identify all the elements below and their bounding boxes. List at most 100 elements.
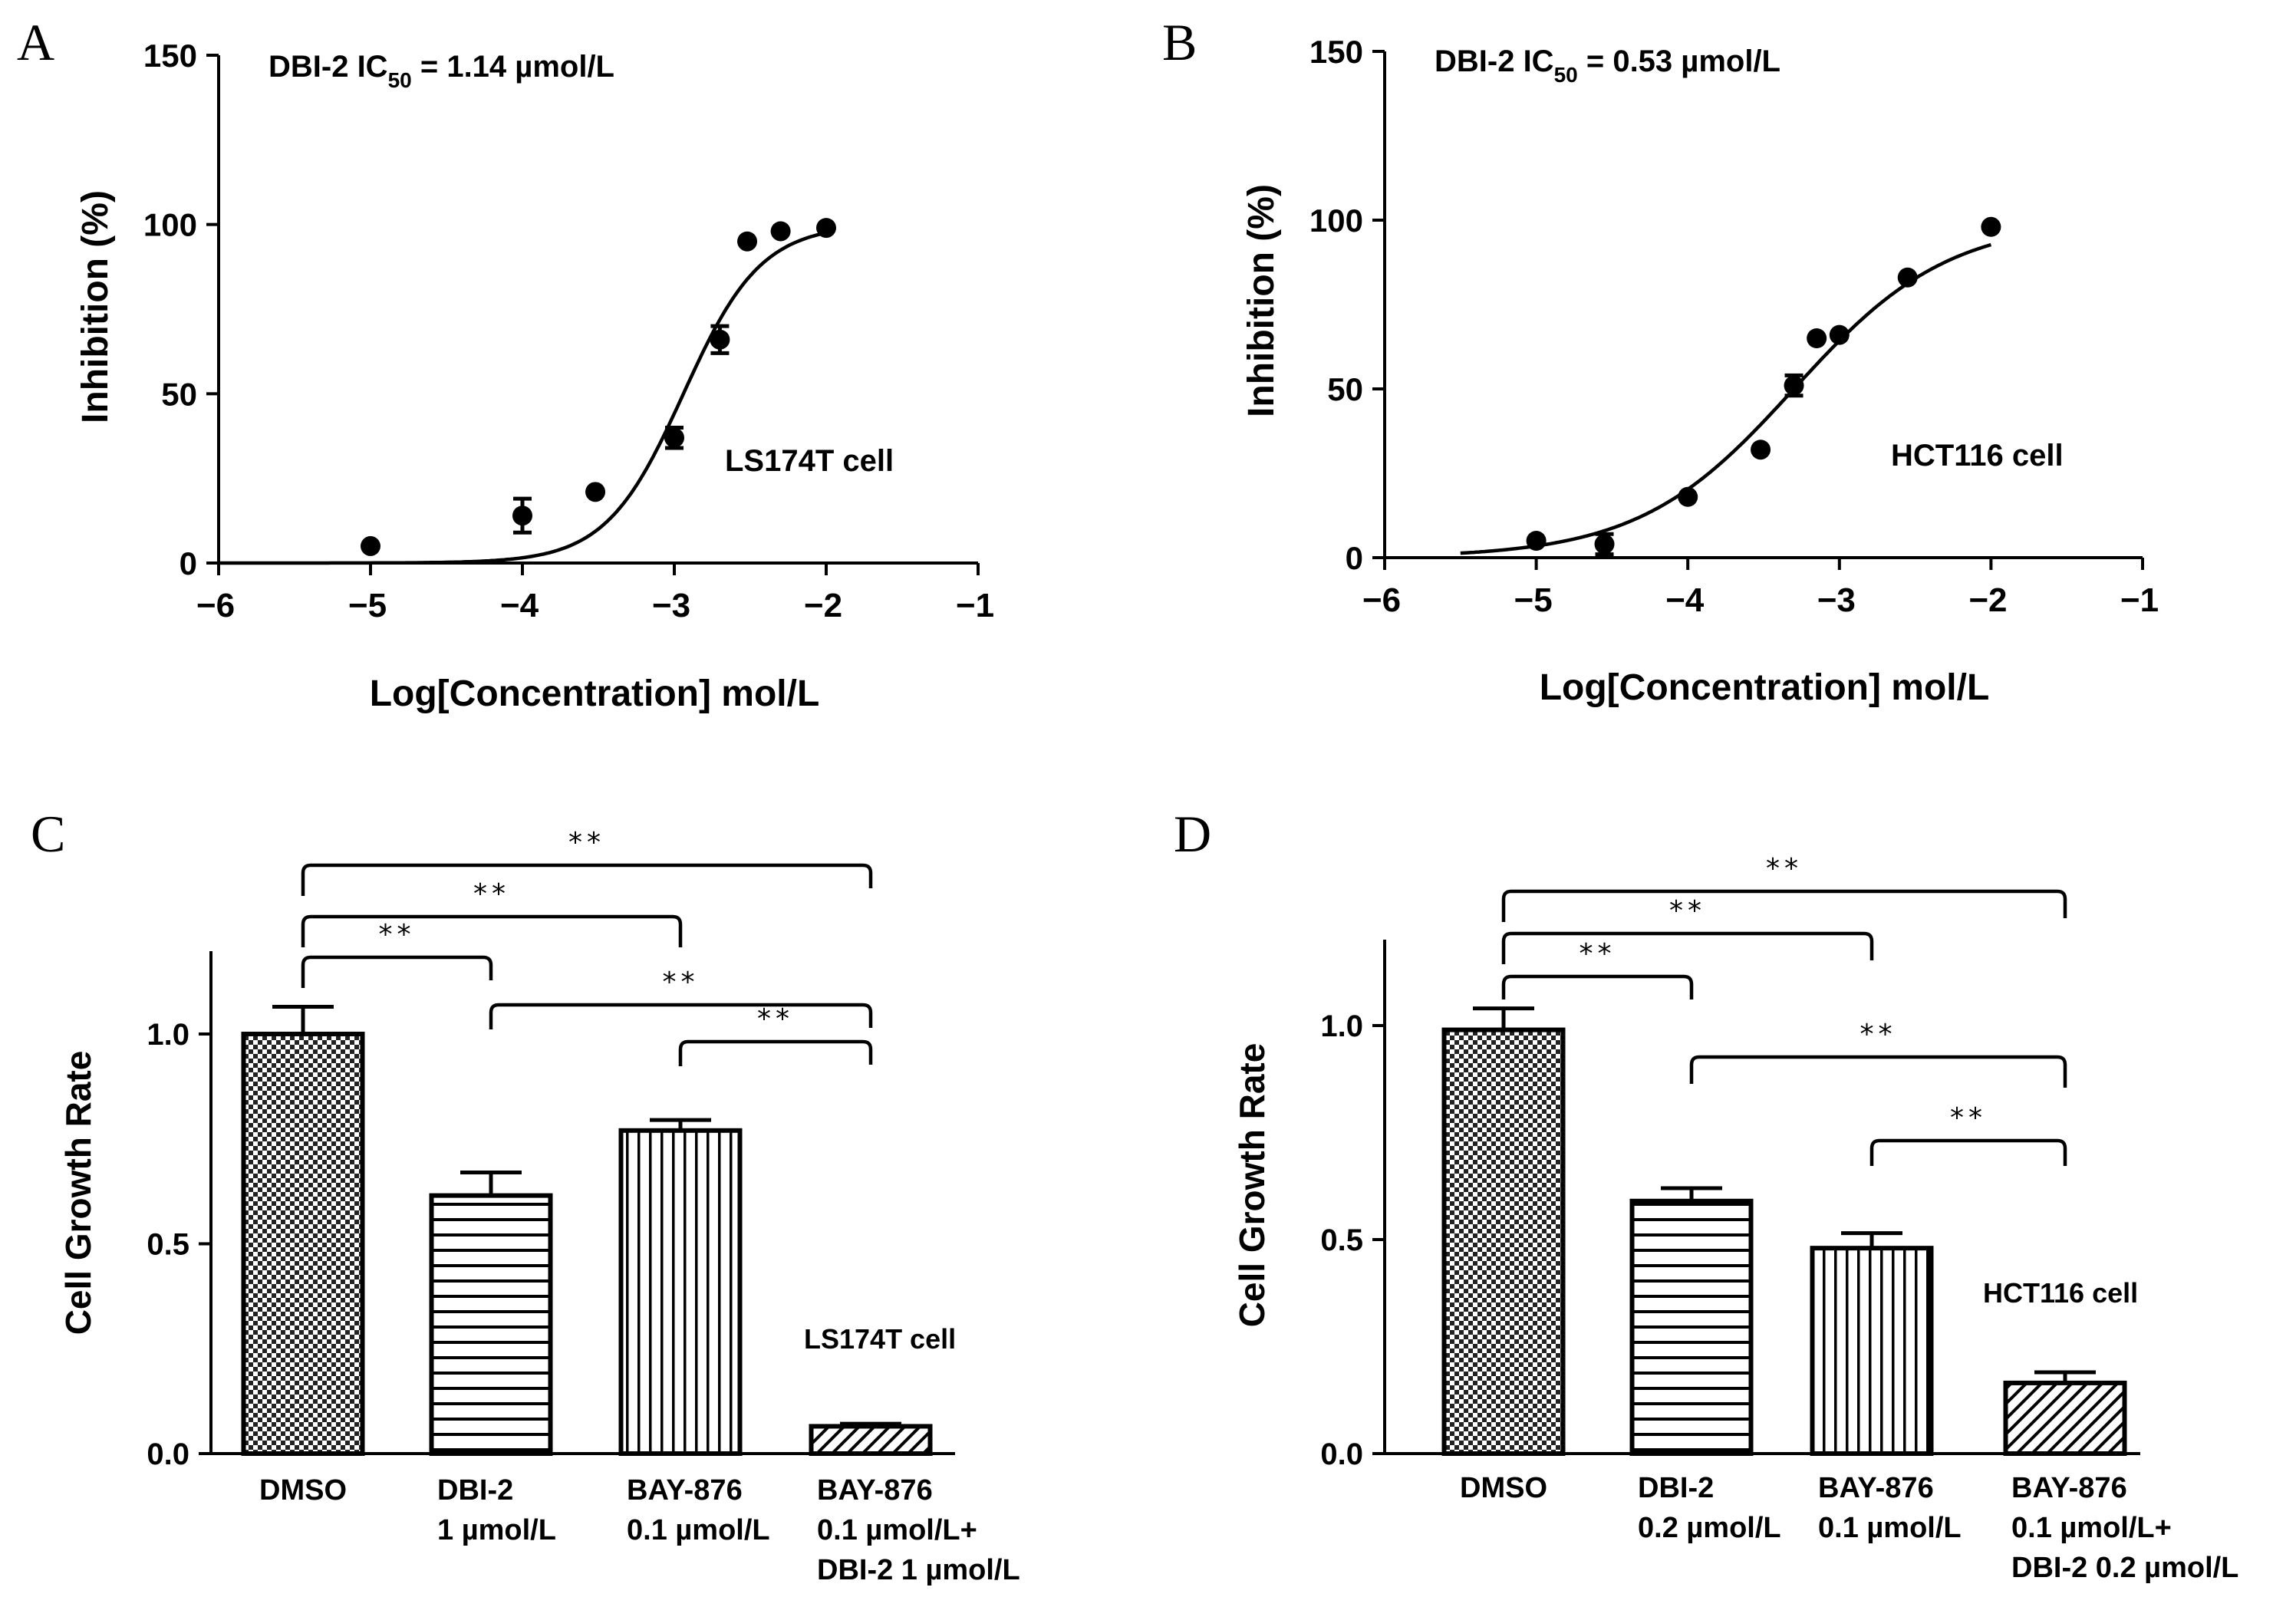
panel-d-significance-label: ** bbox=[1669, 895, 1706, 927]
panel-c-bar bbox=[241, 1032, 365, 1456]
panel-b-y-tick-label: 0 bbox=[1346, 540, 1363, 576]
panel-d-error-bar bbox=[1661, 1186, 1722, 1201]
panel-c-category-label: 0.1 µmol/L+ bbox=[817, 1514, 977, 1546]
panel-b-cell-label: HCT116 cell bbox=[1891, 439, 2064, 473]
panel-c-significance-bracket bbox=[301, 914, 683, 947]
panel-a-data-point bbox=[361, 535, 380, 556]
panel-d-error-bar bbox=[1841, 1231, 1902, 1249]
panel-c-y-tick-label: 1.0 bbox=[147, 1018, 189, 1052]
panel-b-title-rest: = 0.53 µmol/L bbox=[1578, 44, 1780, 78]
panel-d-significance-bracket bbox=[1869, 1138, 2067, 1166]
panel-d-significance-label: ** bbox=[1580, 938, 1616, 970]
panel-c-bar bbox=[429, 1193, 553, 1456]
panel-d-error-bar bbox=[1473, 1006, 1534, 1030]
panel-d-significance-label: ** bbox=[1860, 1019, 1897, 1050]
panel-a-x-tick-label: −3 bbox=[652, 587, 690, 624]
panel-c-error-bar bbox=[840, 1421, 901, 1427]
panel-a-title-rest: = 1.14 µmol/L bbox=[412, 50, 614, 84]
panel-d-category-label: DBI-2 0.2 µmol/L bbox=[2011, 1552, 2238, 1584]
panel-b-x-tick-label: −6 bbox=[1362, 581, 1401, 619]
panel-c-significance-label: ** bbox=[663, 967, 700, 998]
panel-d-bar bbox=[1441, 1027, 1566, 1456]
panel-d-bar bbox=[1629, 1198, 1754, 1457]
panel-d-significance-bracket bbox=[1689, 1055, 2067, 1088]
panel-c-y-axis-label: Cell Growth Rate bbox=[58, 1051, 98, 1335]
panel-c-category-label: DBI-2 bbox=[437, 1474, 513, 1507]
panel-c-y-tick-label: 0.5 bbox=[147, 1228, 189, 1262]
panel-d-significance-label: ** bbox=[1766, 853, 1803, 884]
panel-c-category-label: 1 µmol/L bbox=[437, 1514, 556, 1546]
panel-a-title-main: DBI-2 IC bbox=[268, 50, 388, 84]
panel-b-y-tick-label: 150 bbox=[1309, 34, 1363, 70]
panel-b-fit-curve bbox=[1460, 242, 1992, 555]
panel-c-bar bbox=[809, 1424, 933, 1456]
panel-b-x-tick-label: −1 bbox=[2120, 581, 2159, 619]
panel-letter-a: A bbox=[17, 13, 54, 71]
panel-c-significance-bracket bbox=[301, 955, 493, 988]
panel-a-fit-curve bbox=[219, 231, 827, 565]
panel-letter-c: C bbox=[31, 805, 65, 863]
panel-b-data-point bbox=[1784, 375, 1804, 396]
panel-c-category-label: BAY-876 bbox=[817, 1474, 933, 1507]
panel-d-y-tick-label: 0.0 bbox=[1320, 1437, 1363, 1471]
panel-b-y-tick-label: 100 bbox=[1309, 203, 1363, 239]
panel-b-x-tick-label: −3 bbox=[1817, 581, 1856, 619]
panel-d-y-tick-label: 1.0 bbox=[1320, 1009, 1363, 1043]
panel-c-y-tick-label: 0.0 bbox=[147, 1437, 189, 1471]
panel-c-bar bbox=[618, 1128, 743, 1457]
panel-a-data-point bbox=[816, 218, 836, 239]
panel-c-category-label: BAY-876 bbox=[627, 1474, 743, 1507]
panel-d-y-axis-label: Cell Growth Rate bbox=[1232, 1043, 1272, 1328]
panel-b-data-point bbox=[1594, 534, 1615, 555]
panel-a-x-axis-label: Log[Concentration] mol/L bbox=[370, 673, 820, 714]
panel-d-category-label: BAY-876 bbox=[2011, 1472, 2127, 1504]
panel-b-axes bbox=[1383, 51, 2143, 559]
panel-a-x-tick-label: −2 bbox=[804, 587, 842, 624]
panel-d-category-label: 0.2 µmol/L bbox=[1638, 1512, 1781, 1544]
panel-a-y-tick-label: 100 bbox=[143, 207, 197, 243]
panel-c-cell-label: LS174T cell bbox=[804, 1323, 956, 1355]
panel-d-bar bbox=[1810, 1246, 1934, 1457]
panel-d-significance-bracket bbox=[1501, 974, 1694, 999]
panel-a-x-tick-label: −1 bbox=[956, 587, 994, 624]
panel-b-title-main: DBI-2 IC bbox=[1435, 44, 1554, 78]
panel-b-data-point bbox=[1981, 216, 2001, 237]
panel-letter-b: B bbox=[1162, 13, 1197, 71]
panel-a-data-point bbox=[664, 427, 684, 448]
svg-text:DBI-2 IC50 = 1.14 µmol/L: DBI-2 IC50 = 1.14 µmol/L bbox=[268, 50, 614, 92]
panel-letter-d: D bbox=[1174, 805, 1211, 863]
panel-d-significance-bracket bbox=[1501, 931, 1874, 964]
panel-a-y-axis-label: Inhibition (%) bbox=[75, 190, 116, 423]
panel-d-bar bbox=[2003, 1380, 2127, 1457]
panel-a-x-tick-label: −6 bbox=[196, 587, 235, 624]
panel-c-significance-label: ** bbox=[379, 919, 416, 950]
panel-d-category-label: 0.1 µmol/L+ bbox=[2011, 1512, 2172, 1544]
panel-b-x-axis-label: Log[Concentration] mol/L bbox=[1540, 667, 1990, 708]
panel-b-data-point bbox=[1526, 531, 1547, 551]
panel-c: 0.0 0.5 1.0 ** ** ** ** ** DMSO DBI-2 1 µmol/L BA… bbox=[58, 827, 1020, 1586]
panel-b-x-tick-label: −4 bbox=[1665, 581, 1705, 619]
panel-a-data-point bbox=[512, 505, 532, 526]
panel-d-category-label: 0.1 µmol/L bbox=[1818, 1512, 1962, 1544]
panel-b-title-subscript: 50 bbox=[1554, 63, 1578, 87]
panel-d-cell-label: HCT116 cell bbox=[1983, 1277, 2138, 1309]
panel-b-x-tick-label: −2 bbox=[1968, 581, 2007, 619]
panel-a-data-point bbox=[770, 221, 791, 242]
panel-a-y-tick-label: 50 bbox=[161, 376, 197, 412]
panel-d-significance-label: ** bbox=[1950, 1102, 1987, 1134]
panel-c-significance-label: ** bbox=[568, 827, 605, 858]
panel-c-error-bar bbox=[460, 1171, 522, 1196]
panel-b-data-point bbox=[1897, 267, 1918, 288]
panel-d-category-label: BAY-876 bbox=[1818, 1472, 1934, 1504]
panel-c-significance-bracket bbox=[301, 863, 873, 896]
panel-c-significance-bracket bbox=[678, 1039, 873, 1066]
panel-c-category-label: DMSO bbox=[259, 1474, 347, 1507]
panel-a-data-point bbox=[585, 482, 606, 502]
panel-d-category-label: DBI-2 bbox=[1638, 1472, 1714, 1504]
svg-text:DBI-2 IC50 = 0.53 µmol/L: DBI-2 IC50 = 0.53 µmol/L bbox=[1435, 44, 1780, 87]
panel-a-title-subscript: 50 bbox=[388, 68, 412, 92]
panel-b-data-point bbox=[1807, 328, 1827, 348]
